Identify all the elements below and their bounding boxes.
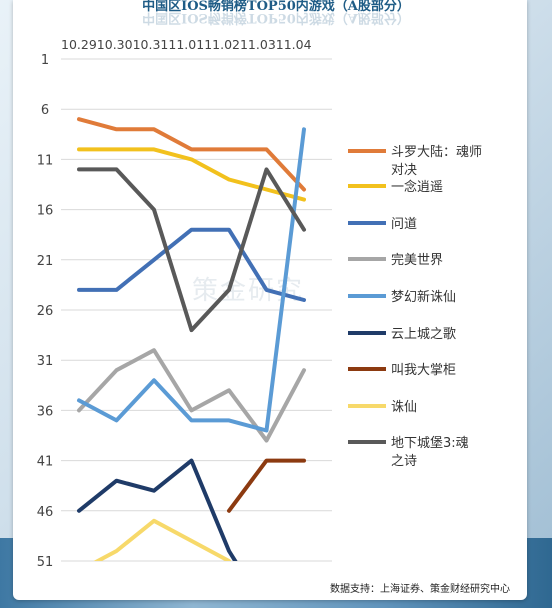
x-tick-label-row: 10.2910.3010.3111.0111.0211.0311.04 xyxy=(61,37,312,52)
x-tick-label: 10.29 xyxy=(61,37,97,52)
series-lines xyxy=(77,117,306,561)
x-tick-label: 10.31 xyxy=(133,37,169,52)
legend-label: 叫我大掌柜 xyxy=(391,363,456,378)
x-tick-label: 11.01 xyxy=(168,37,204,52)
series-line xyxy=(77,147,306,202)
legend-label: 地下城堡3:魂之诗 xyxy=(391,435,469,469)
series-line xyxy=(77,127,306,433)
x-tick-label: 11.02 xyxy=(204,37,240,52)
legend-label: 诛仙 xyxy=(391,399,417,415)
legend-label: 云上城之歌 xyxy=(391,327,456,342)
legend-label: 一念逍遥 xyxy=(391,179,443,195)
legend-label: 梦幻新诛仙 xyxy=(391,289,456,305)
y-tick-label: 1 xyxy=(41,53,49,68)
y-tick-label: 41 xyxy=(37,455,54,470)
legend-label: 问道 xyxy=(391,217,417,232)
legend-label-line: 对决 xyxy=(391,163,417,178)
source-note: 数据支持：上海证券、策金财经研究中心 xyxy=(330,584,510,595)
legend-label-line: 之诗 xyxy=(391,454,417,469)
y-tick-label: 31 xyxy=(37,354,54,369)
legend-label: 完美世界 xyxy=(391,253,443,268)
legend-label-line: 斗罗大陆：魂师 xyxy=(391,144,482,160)
series-line xyxy=(93,518,231,561)
x-tick-label: 10.30 xyxy=(97,37,133,52)
series-line xyxy=(77,348,306,443)
x-tick-labels: 10.2910.3010.3111.0111.0211.0311.04 xyxy=(61,37,312,52)
chart-card xyxy=(13,0,527,600)
legend-label-line: 地下城堡3:魂 xyxy=(391,435,469,451)
y-tick-label: 51 xyxy=(37,555,54,570)
y-tick-label: 11 xyxy=(37,153,54,168)
y-tick-label: 16 xyxy=(37,204,54,219)
y-tick-label: 36 xyxy=(37,404,54,419)
y-tick-label: 26 xyxy=(37,304,54,319)
series-line xyxy=(77,167,306,333)
x-tick-label: 11.04 xyxy=(276,37,312,52)
series-line xyxy=(77,227,306,302)
x-tick-label: 11.03 xyxy=(240,37,276,52)
y-tick-label: 21 xyxy=(37,254,54,269)
series-line xyxy=(77,458,238,561)
series-line xyxy=(227,458,306,513)
legend-label: 斗罗大陆：魂师对决 xyxy=(391,144,482,178)
y-tick-label: 6 xyxy=(41,103,49,118)
series-line xyxy=(77,117,306,192)
legend: 斗罗大陆：魂师对决一念逍遥问道完美世界梦幻新诛仙云上城之歌叫我大掌柜诛仙地下城堡… xyxy=(348,144,482,469)
chart-title: 中国区IOS畅销榜TOP50内游戏（A股部分） xyxy=(142,0,410,14)
y-tick-label: 46 xyxy=(37,505,54,520)
